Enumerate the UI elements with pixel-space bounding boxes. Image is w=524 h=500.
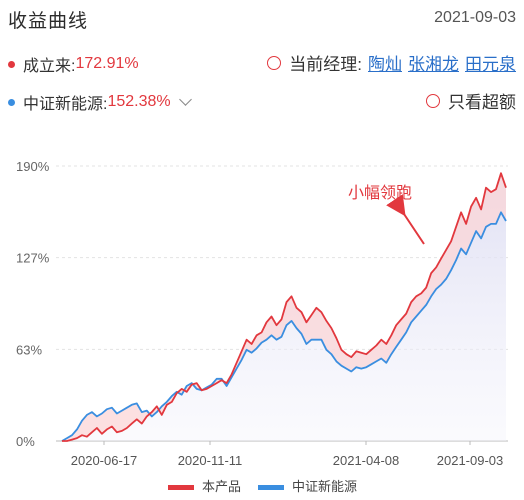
legend-swatch-index — [258, 485, 284, 490]
radio-circle-icon[interactable] — [426, 93, 440, 108]
x-tick-label: 2021-04-08 — [333, 453, 400, 468]
y-tick-label: 0% — [16, 434, 35, 449]
annotation-arrow — [386, 194, 425, 245]
legend-index-value: 152.38% — [107, 93, 171, 110]
y-tick-label: 63% — [16, 342, 42, 357]
date-label: 2021-09-03 — [434, 9, 516, 26]
legend-product: 成立来: 172.91% — [8, 52, 139, 76]
legend-swatch-product — [168, 485, 194, 490]
manager-link-2[interactable]: 张湘龙 — [408, 55, 459, 74]
legend-index-label: 中证新能源: — [23, 96, 108, 113]
legend-index[interactable]: 中证新能源: 152.38% — [8, 90, 192, 114]
manager-label: 当前经理: — [289, 55, 362, 74]
manager-link-3[interactable]: 田元泉 — [465, 55, 516, 74]
x-tick-label: 2020-11-11 — [178, 453, 243, 468]
manager-info: 当前经理: 陶灿 张湘龙 田元泉 — [267, 50, 516, 75]
y-tick-label: 127% — [16, 251, 50, 266]
legend-label-product: 本产品 — [202, 479, 241, 494]
excess-band — [62, 173, 506, 441]
radio-circle-icon — [267, 55, 282, 70]
x-tick-label: 2021-09-03 — [437, 453, 504, 468]
annotation-text: 小幅领跑 — [348, 184, 412, 202]
area-under-product — [62, 173, 506, 441]
legend-label-index: 中证新能源 — [292, 479, 357, 494]
chart-title: 收益曲线 — [8, 11, 89, 32]
legend-product-value: 172.91% — [75, 55, 139, 72]
series-line-product — [62, 172, 507, 442]
excess-only-toggle[interactable]: 只看超额 — [426, 88, 516, 113]
x-tick-label: 2020-06-17 — [71, 453, 138, 468]
y-tick-label: 190% — [16, 159, 50, 174]
red-dot-icon — [8, 60, 15, 68]
excess-only-label: 只看超额 — [448, 93, 516, 112]
manager-link-1[interactable]: 陶灿 — [368, 55, 402, 74]
blue-dot-icon — [8, 98, 15, 106]
series-line-index — [61, 211, 507, 442]
legend-product-label: 成立来: — [23, 58, 76, 75]
